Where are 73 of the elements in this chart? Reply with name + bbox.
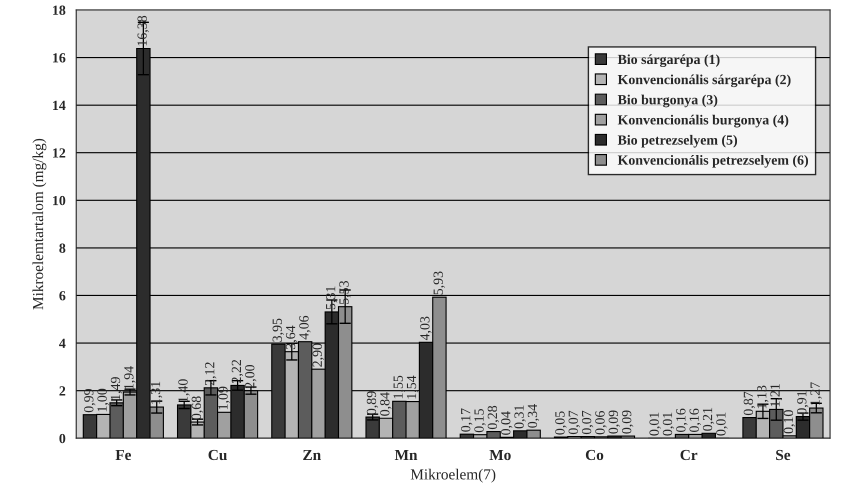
data-label: 5,93 [434,271,445,294]
x-tick-label: Zn [303,450,321,460]
data-label: 0,17 [460,408,472,432]
data-label: 0,10 [784,410,796,434]
data-label: 4,03 [420,316,432,340]
data-label: 2,12 [205,362,216,386]
data-label: 0,01 [662,412,674,436]
data-label: 0,16 [676,408,688,432]
y-tick-label: 10 [53,196,66,206]
x-axis-title: Mikroelem(7) [410,468,496,483]
data-label: 2,22 [232,360,244,383]
data-label: 0,15 [474,409,486,432]
data-label: 1,94 [124,366,136,389]
y-tick-label: 0 [59,434,66,444]
data-label: 1,55 [394,376,405,398]
data-label: 1,27 [810,382,822,405]
data-label: 0,68 [192,396,204,420]
y-tick-label: 8 [59,243,66,253]
data-label: 1,00 [97,388,109,412]
y-tick-label: 6 [59,291,66,300]
data-label: 0,31 [514,405,526,428]
data-label: 0,07 [582,410,594,434]
data-label: 0,09 [608,410,620,434]
data-label: 0,34 [528,404,540,428]
data-label: 1,31 [150,382,162,404]
y-tick-label: 12 [53,148,66,158]
data-label: 0,06 [595,411,607,434]
data-label: 0,84 [380,392,392,416]
x-tick-label: Cr [680,450,698,460]
data-label: 1,21 [770,384,782,406]
data-label: 0,91 [797,391,808,414]
x-tick-label: Fe [116,450,132,460]
legend-label: Bio petrezselyem (5) [618,134,738,148]
data-label: 0,01 [649,412,661,436]
y-tick-label: 4 [59,338,66,348]
data-label: 0,07 [568,410,580,434]
y-tick-label: 16 [53,53,66,62]
x-tick-label: Se [776,450,790,460]
data-label: 1,13 [757,386,768,408]
data-label: 5,53 [339,280,351,304]
legend-label: Konvencionális sárgarépa (2) [618,74,791,88]
data-label: 0,09 [622,410,634,434]
legend-label: Bio burgonya (3) [618,94,718,108]
data-label: 1,09 [218,386,230,410]
data-label: 2,00 [245,364,256,388]
data-label: 1,49 [110,377,122,400]
y-tick-label: 18 [53,6,66,15]
data-label: 2,90 [312,344,324,367]
data-label: 0,16 [689,408,701,432]
legend-label: Bio sárgarépa (1) [618,54,720,68]
x-tick-label: Mo [489,450,511,460]
data-label: 0,21 [702,408,714,431]
data-label: 0,89 [366,391,378,415]
data-label: 0,05 [555,411,567,435]
x-tick-label: Cu [208,450,227,460]
data-label: 4,06 [299,316,311,340]
legend-label: Konvencionális petrezselyem (6) [618,154,808,168]
y-tick-label: 14 [53,100,66,110]
data-label: 0,28 [488,406,500,430]
x-tick-label: Mn [394,450,418,460]
data-label: 1,40 [178,379,190,402]
x-tick-label: Co [586,450,604,460]
data-label: 0,99 [84,389,96,412]
data-label: 3,64 [286,326,298,350]
y-tick-label: 2 [59,386,66,396]
legend-label: Konvencionális burgonya (4) [618,114,788,128]
data-label: 1,54 [406,376,418,398]
data-label: 0,01 [716,412,728,436]
data-label: 0,87 [744,392,756,416]
y-axis-title: Mikroelemtartalom (mg/kg) [32,138,46,310]
data-label: 3,95 [272,318,284,342]
data-label: 5,31 [326,286,338,310]
data-label: 0,04 [501,411,512,435]
